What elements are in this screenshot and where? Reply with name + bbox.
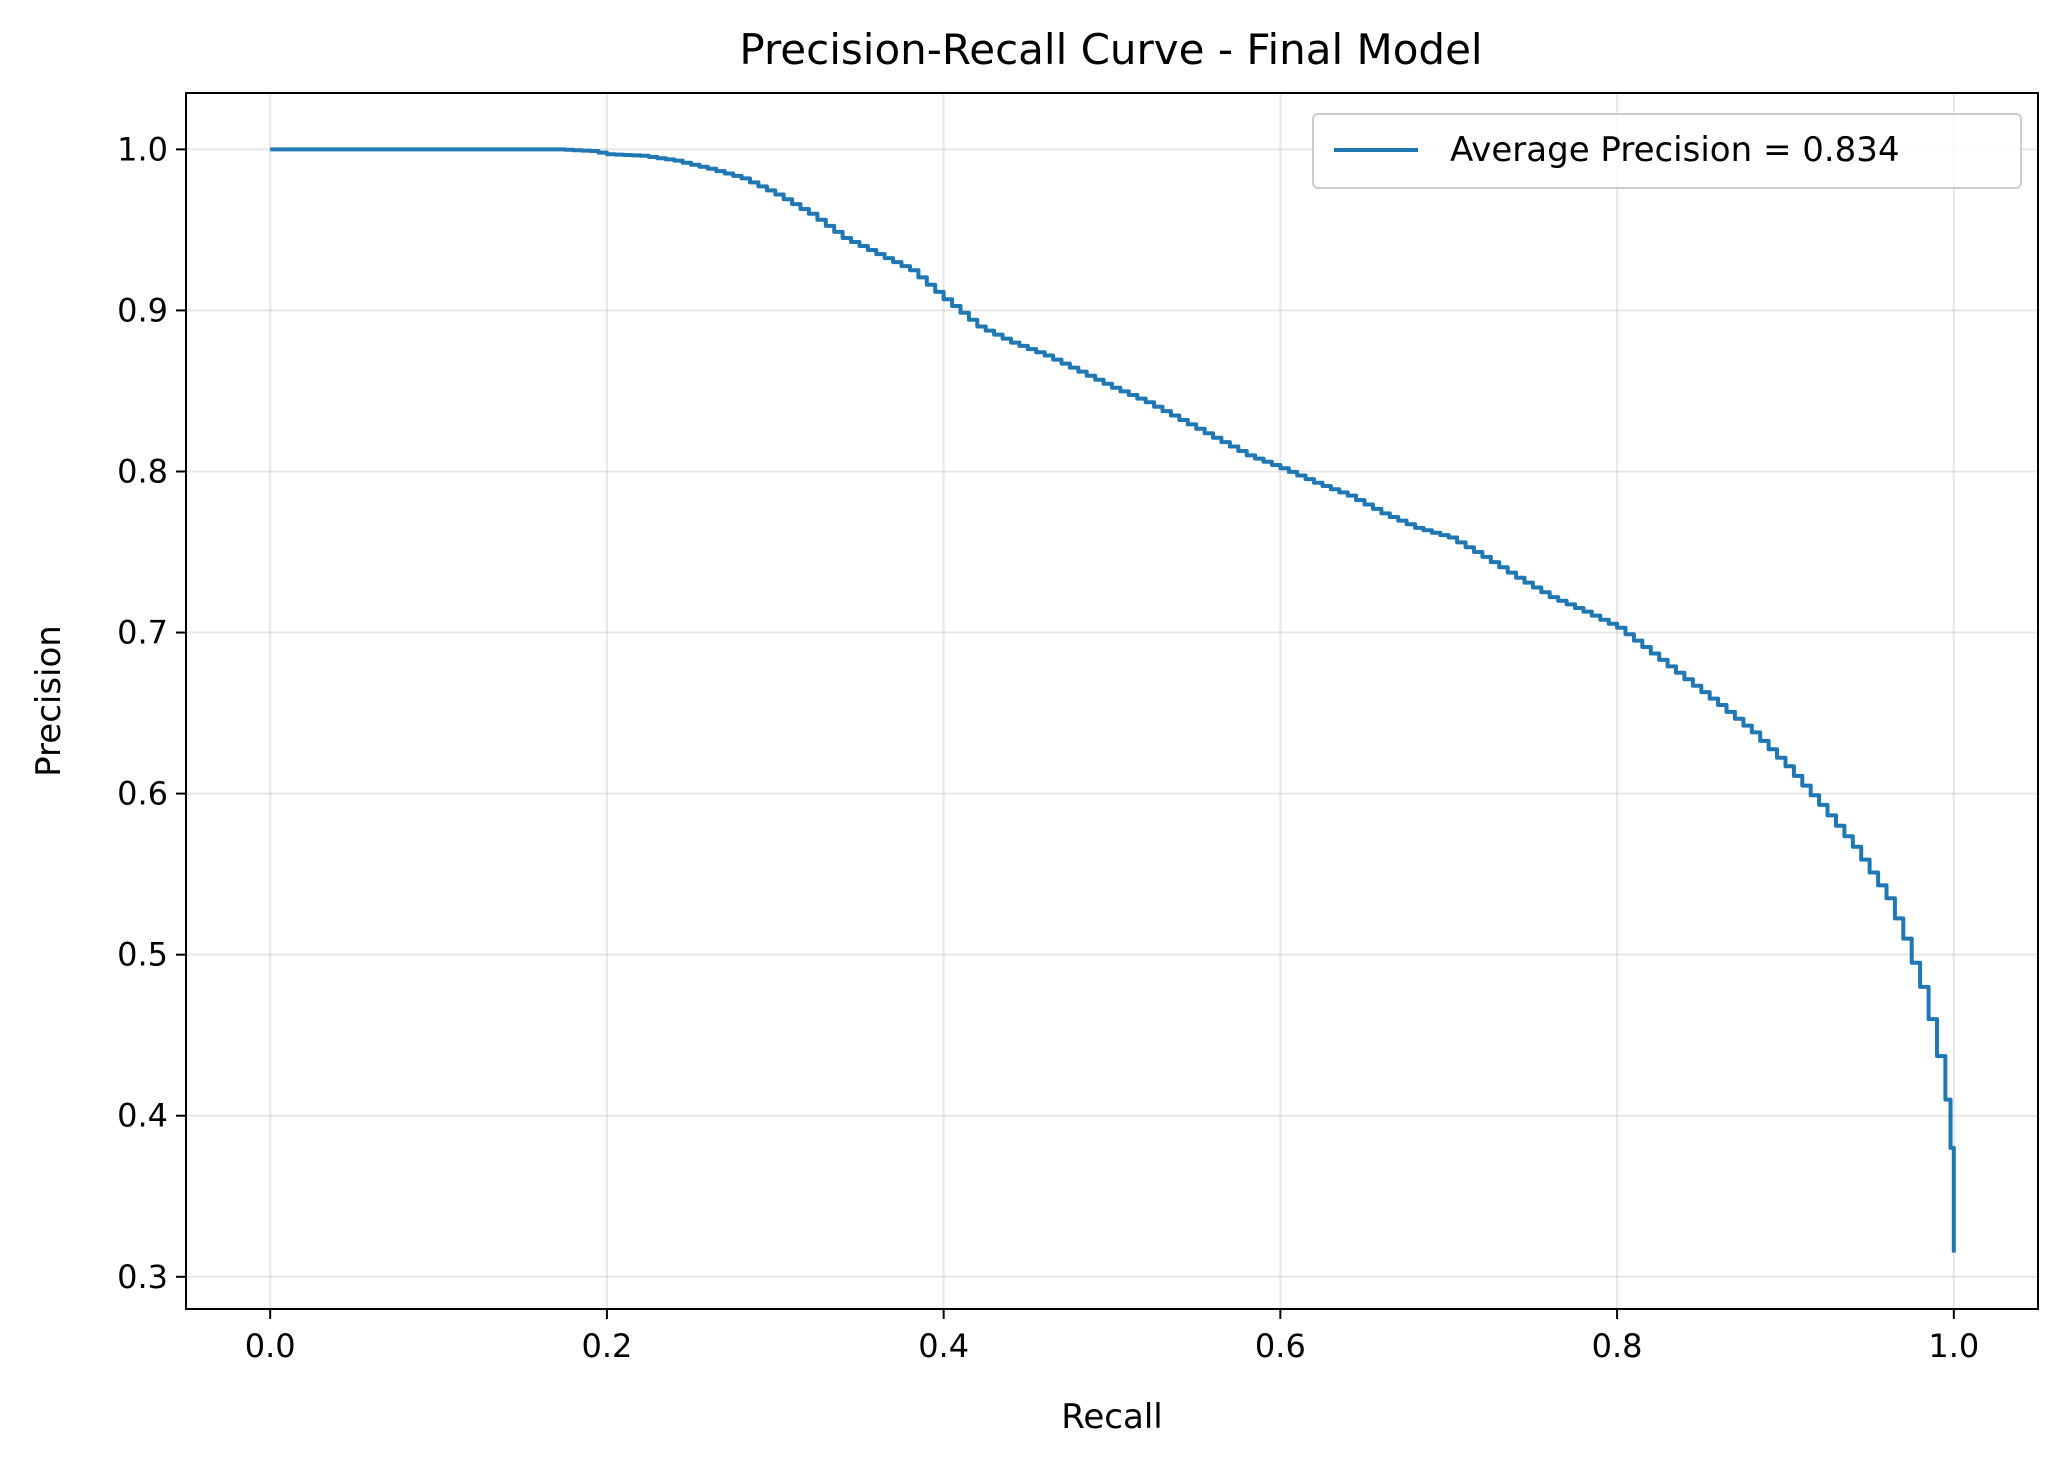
y-tick-label: 0.8 <box>117 452 168 490</box>
x-tick-label: 0.0 <box>245 1327 296 1365</box>
legend-entry-label: Average Precision = 0.834 <box>1450 130 1900 170</box>
y-tick-label: 0.7 <box>117 614 168 652</box>
y-tick-label: 0.3 <box>117 1258 168 1296</box>
y-tick-label: 1.0 <box>117 130 168 168</box>
x-tick-label: 0.8 <box>1592 1327 1643 1365</box>
axis-ticks: 0.0 0.2 0.4 0.6 0.8 1.0 0.3 0.4 0.5 0.6 0.7 0.8 0.9 1… <box>117 130 1979 1365</box>
x-tick-label: 1.0 <box>1928 1327 1979 1365</box>
y-tick-label: 0.6 <box>117 775 168 813</box>
legend-box <box>1312 113 2022 189</box>
y-tick-label: 0.5 <box>117 936 168 974</box>
x-tick-label: 0.6 <box>1255 1327 1306 1365</box>
y-tick-label: 0.9 <box>117 291 168 329</box>
plot-area-frame <box>185 92 2039 1310</box>
chart-title: Precision-Recall Curve - Final Model <box>739 25 1482 74</box>
series-line-0 <box>270 147 1956 1253</box>
y-tick-label: 0.4 <box>117 1097 168 1135</box>
series-layer <box>270 147 1956 1253</box>
y-axis-label: Precision <box>29 625 69 777</box>
x-tick-label: 0.2 <box>581 1327 632 1365</box>
x-tick-label: 0.4 <box>918 1327 969 1365</box>
x-axis-label: Recall <box>1061 1397 1162 1437</box>
legend: Average Precision = 0.834 <box>1312 113 2022 189</box>
